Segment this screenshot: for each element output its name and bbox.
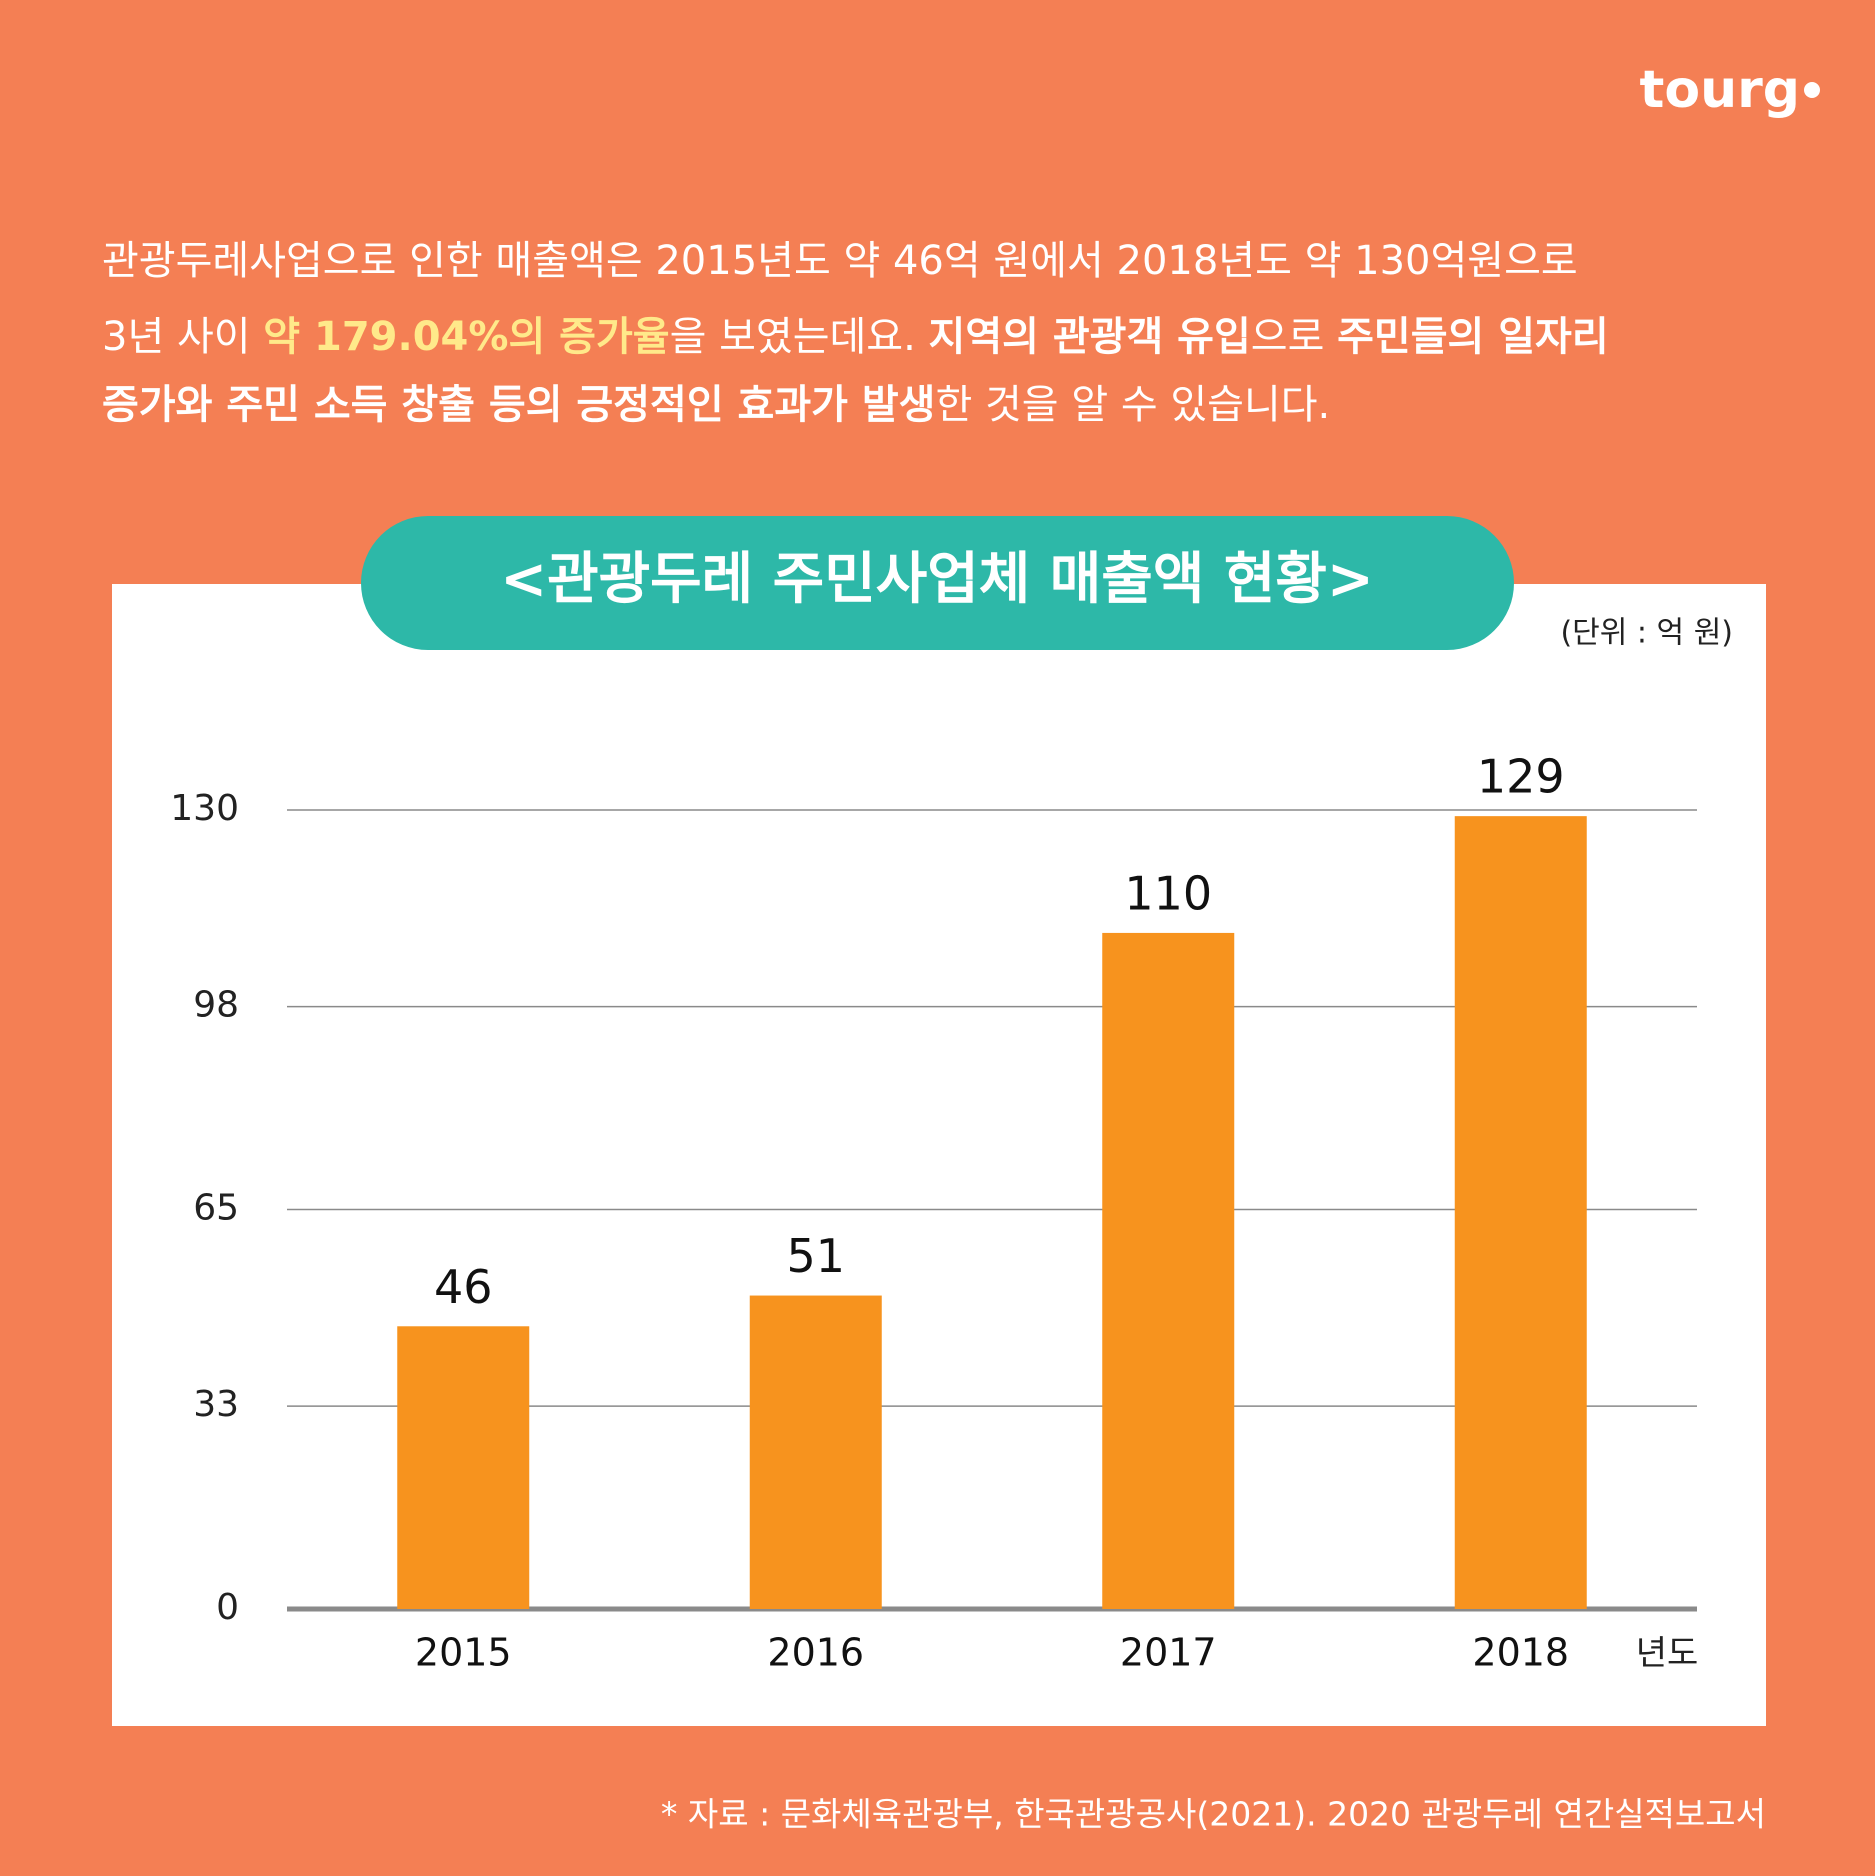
intro-run: 약 179.04%의 증가율 (263, 314, 669, 360)
intro-line: 3년 사이 약 179.04%의 증가율을 보였는데요. 지역의 관광객 유입으… (102, 314, 1609, 360)
x-axis-label: 년도 (1636, 1634, 1699, 1674)
intro-run: 한 것을 알 수 있습니다. (935, 382, 1330, 428)
value-label: 51 (786, 1229, 845, 1283)
x-tick-label: 2016 (767, 1631, 864, 1675)
logo: tourg (1640, 60, 1800, 120)
title-pill (361, 516, 1514, 650)
value-label: 129 (1477, 750, 1565, 804)
intro-line: 증가와 주민 소득 창출 등의 긍정적인 효과가 발생한 것을 알 수 있습니다… (102, 382, 1330, 428)
value-label: 110 (1124, 866, 1212, 920)
bar (1454, 816, 1587, 1609)
x-tick-label: 2017 (1120, 1631, 1217, 1675)
value-label: 46 (434, 1260, 493, 1314)
intro-run: 3년 사이 (102, 314, 263, 360)
x-tick-label: 2018 (1472, 1631, 1569, 1675)
y-tick-label: 130 (170, 788, 239, 829)
y-tick-label: 98 (193, 985, 239, 1026)
chart-title: <관광두레 주민사업체 매출액 현황> (500, 547, 1374, 612)
intro-run: 주민들의 일자리 (1337, 314, 1609, 360)
logo-pin (1804, 82, 1820, 98)
unit-label: (단위 : 억 원) (1560, 616, 1733, 651)
intro-line: 관광두레사업으로 인한 매출액은 2015년도 약 46억 원에서 2018년도… (102, 238, 1578, 284)
y-tick-label: 33 (193, 1384, 239, 1425)
bar (397, 1326, 530, 1609)
intro-run: 을 보였는데요. (670, 314, 929, 360)
x-tick-label: 2015 (415, 1631, 512, 1675)
intro-run: 증가와 주민 소득 창출 등의 긍정적인 효과가 발생 (102, 382, 935, 428)
intro-run: 으로 (1251, 314, 1337, 360)
intro-text: 관광두레사업으로 인한 매출액은 2015년도 약 46억 원에서 2018년도… (102, 238, 1609, 428)
intro-run: 지역의 관광객 유입 (929, 314, 1251, 360)
y-tick-label: 65 (193, 1188, 239, 1229)
intro-run: 관광두레사업으로 인한 매출액은 2015년도 약 46억 원에서 2018년도… (102, 238, 1578, 284)
bar (1102, 932, 1235, 1609)
y-tick-label: 0 (216, 1587, 239, 1628)
source: * 자료 : 문화체육관광부, 한국관광공사(2021). 2020 관광두레 … (661, 1795, 1766, 1834)
bar (749, 1295, 882, 1609)
